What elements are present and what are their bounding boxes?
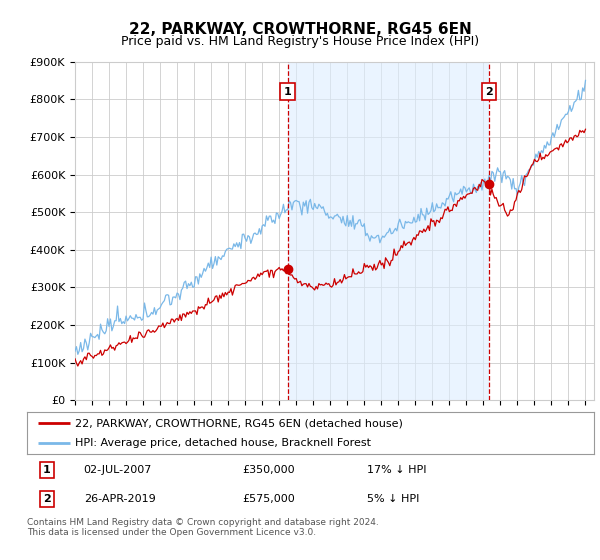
Text: 02-JUL-2007: 02-JUL-2007 (84, 465, 152, 475)
Text: 17% ↓ HPI: 17% ↓ HPI (367, 465, 427, 475)
Text: 5% ↓ HPI: 5% ↓ HPI (367, 494, 419, 504)
Text: HPI: Average price, detached house, Bracknell Forest: HPI: Average price, detached house, Brac… (75, 438, 371, 448)
Text: 22, PARKWAY, CROWTHORNE, RG45 6EN: 22, PARKWAY, CROWTHORNE, RG45 6EN (128, 22, 472, 38)
Text: 2: 2 (43, 494, 51, 504)
Text: 1: 1 (284, 87, 292, 97)
Text: £350,000: £350,000 (242, 465, 295, 475)
Text: Price paid vs. HM Land Registry's House Price Index (HPI): Price paid vs. HM Land Registry's House … (121, 35, 479, 48)
Text: 22, PARKWAY, CROWTHORNE, RG45 6EN (detached house): 22, PARKWAY, CROWTHORNE, RG45 6EN (detac… (75, 418, 403, 428)
Bar (288, 62, 489, 400)
Text: 26-APR-2019: 26-APR-2019 (84, 494, 155, 504)
Text: 2: 2 (485, 87, 493, 97)
Text: Contains HM Land Registry data © Crown copyright and database right 2024.
This d: Contains HM Land Registry data © Crown c… (27, 518, 379, 538)
Text: £575,000: £575,000 (242, 494, 295, 504)
Text: 1: 1 (43, 465, 51, 475)
